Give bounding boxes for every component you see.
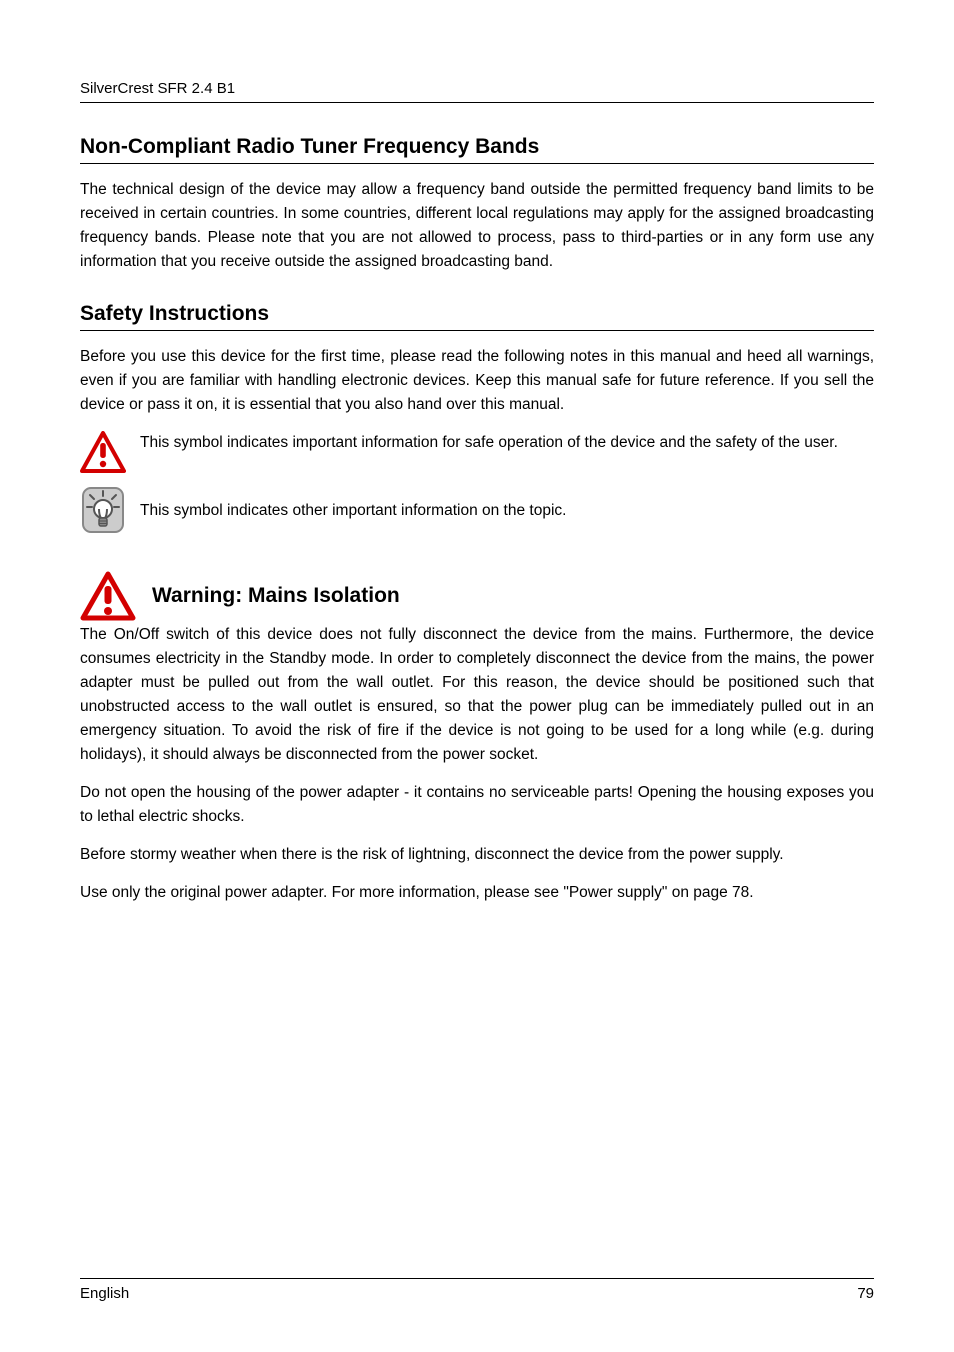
header-product: SilverCrest SFR 2.4 B1 (80, 80, 235, 97)
mains-warning-row: Warning: Mains Isolation (80, 571, 874, 621)
symbol-row-info: This symbol indicates other important in… (80, 485, 874, 535)
noncompliant-body: The technical design of the device may a… (80, 178, 874, 274)
mains-p2: Do not open the housing of the power ada… (80, 781, 874, 829)
footer-left: English (80, 1285, 129, 1302)
page: SilverCrest SFR 2.4 B1 Non-Compliant Rad… (0, 0, 954, 1352)
symbol-row-warning: This symbol indicates important informat… (80, 431, 874, 473)
lightbulb-icon (80, 485, 140, 535)
mains-p3: Before stormy weather when there is the … (80, 843, 874, 867)
symbol-warning-text: This symbol indicates important informat… (140, 431, 874, 455)
footer: English 79 (80, 1278, 874, 1302)
warning-icon (80, 571, 136, 621)
mains-p4: Use only the original power adapter. For… (80, 881, 874, 905)
warning-icon (80, 431, 140, 473)
mains-title: Warning: Mains Isolation (152, 584, 400, 608)
footer-page: 79 (857, 1285, 874, 1302)
section-title-noncompliant: Non-Compliant Radio Tuner Frequency Band… (80, 135, 874, 164)
section-title-safety: Safety Instructions (80, 302, 874, 331)
mains-p1: The On/Off switch of this device does no… (80, 623, 874, 767)
symbol-info-text: This symbol indicates other important in… (140, 485, 874, 523)
safety-intro: Before you use this device for the first… (80, 345, 874, 417)
header: SilverCrest SFR 2.4 B1 (80, 80, 874, 103)
